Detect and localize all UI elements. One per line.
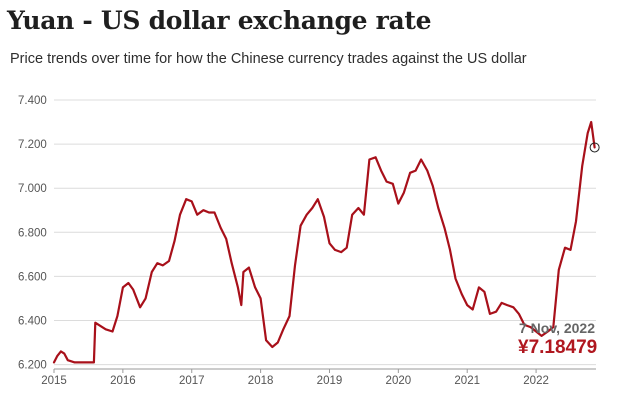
chart-title: Yuan - US dollar exchange rate bbox=[7, 6, 432, 35]
x-tick-label: 2018 bbox=[248, 375, 274, 387]
x-tick-label: 2021 bbox=[454, 375, 480, 387]
y-tick-label: 7.200 bbox=[18, 139, 47, 151]
marker-circle bbox=[589, 142, 600, 153]
y-tick-label: 6.400 bbox=[18, 315, 47, 327]
y-tick-label: 6.200 bbox=[18, 360, 47, 372]
x-tick-label: 2016 bbox=[110, 375, 136, 387]
y-tick-label: 6.800 bbox=[18, 227, 47, 239]
x-tick-label: 2020 bbox=[386, 375, 412, 387]
annotation-value: ¥7.18479 bbox=[518, 337, 598, 358]
series-line bbox=[52, 120, 596, 364]
y-tick-label: 7.000 bbox=[18, 183, 47, 195]
x-axis bbox=[53, 368, 596, 373]
x-tick-label: 2022 bbox=[523, 375, 549, 387]
tick-labels: 6.200 6.400 6.600 6.800 7.000 7.200 7.400 2015 2… bbox=[18, 95, 549, 387]
annotation-date: 7 Nov, 2022 bbox=[519, 320, 596, 336]
y-tick-label: 6.600 bbox=[18, 271, 47, 283]
gridlines bbox=[54, 99, 596, 366]
highlight-marker bbox=[589, 142, 600, 153]
chart-subtitle: Price trends over time for how the Chine… bbox=[10, 51, 527, 67]
x-tick-label: 2017 bbox=[179, 375, 205, 387]
x-tick-label: 2015 bbox=[41, 375, 67, 387]
x-tick-label: 2019 bbox=[317, 375, 343, 387]
series-lines bbox=[52, 120, 596, 364]
y-tick-label: 7.400 bbox=[18, 95, 47, 107]
